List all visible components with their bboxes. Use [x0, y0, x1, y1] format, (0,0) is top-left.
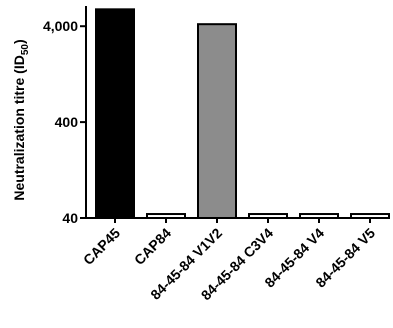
svg-text:Neutralization titre (ID50): Neutralization titre (ID50)	[11, 39, 31, 200]
y-tick-label: 400	[55, 114, 79, 130]
bar	[197, 23, 237, 219]
y-tick-label: 4,000	[43, 18, 78, 34]
y-ticks-group: 40 400 4,000	[43, 18, 86, 226]
x-tick-label: CAP45	[80, 225, 123, 268]
x-tick-label: CAP84	[131, 225, 174, 268]
y-axis-label-close: )	[11, 39, 27, 44]
bars-group	[95, 8, 390, 220]
y-axis-label-main: Neutralization titre (ID	[11, 55, 27, 200]
axes-group	[85, 6, 388, 219]
y-axis-label-subscript: 50	[20, 44, 31, 56]
bar	[95, 8, 135, 219]
y-axis-title: Neutralization titre (ID50)	[11, 39, 31, 200]
y-tick-label: 40	[62, 210, 78, 226]
